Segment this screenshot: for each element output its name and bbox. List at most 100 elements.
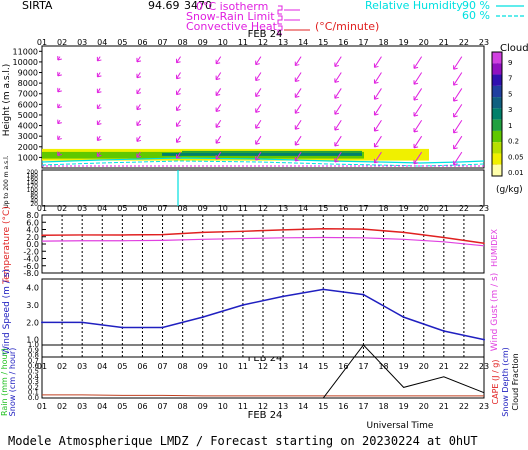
wind-arrow-head bbox=[413, 128, 419, 133]
wind-arrow bbox=[215, 88, 222, 96]
wind-speed-point bbox=[161, 326, 164, 329]
hour-label: 16 bbox=[338, 362, 348, 371]
hour-label: 15 bbox=[318, 204, 328, 213]
hour-label: 11 bbox=[238, 362, 248, 371]
wind-arrow-head bbox=[373, 79, 379, 84]
wind-arrow bbox=[176, 119, 181, 127]
height-tick-label: 4000 bbox=[18, 122, 38, 131]
clouds-bar-label: 3 bbox=[508, 106, 512, 114]
wind-arrow-head bbox=[215, 155, 221, 160]
wind-arrow-head bbox=[334, 157, 339, 163]
wind-arrow bbox=[136, 119, 141, 126]
wind-arrow-head bbox=[215, 107, 221, 112]
wind-arrow bbox=[294, 88, 302, 98]
wind-speed-point bbox=[241, 304, 244, 306]
wind-arrow-head bbox=[57, 135, 62, 141]
wind-arrow bbox=[453, 88, 463, 102]
wind-arrow bbox=[215, 72, 222, 80]
temperature-point bbox=[402, 231, 405, 234]
hour-label: 22 bbox=[459, 402, 469, 411]
wind-arrow bbox=[136, 72, 141, 79]
wind-arrow-head bbox=[255, 92, 260, 97]
cloud-fraction-line bbox=[42, 344, 485, 399]
legend-rh: Relative Humidity bbox=[365, 0, 463, 12]
ut-label: Universal Time bbox=[367, 421, 434, 431]
hour-label: 22 bbox=[459, 204, 469, 213]
clouds-swatch bbox=[492, 153, 502, 165]
wind-tick-label: 4.0 bbox=[26, 284, 39, 293]
hour-label: 14 bbox=[298, 402, 308, 411]
low-level-frame bbox=[41, 169, 485, 207]
wind-arrow-head bbox=[334, 126, 339, 131]
temperature-point bbox=[322, 227, 325, 230]
wind-speed-point bbox=[483, 338, 485, 341]
wind-arrow bbox=[374, 72, 382, 84]
hour-label: 10 bbox=[218, 38, 228, 47]
hour-label: 08 bbox=[178, 204, 188, 213]
hour-label: 12 bbox=[258, 204, 268, 213]
wind-arrow bbox=[453, 135, 463, 150]
wind-arrow bbox=[374, 56, 382, 68]
height-tick-label: 3000 bbox=[18, 132, 38, 141]
wind-arrow bbox=[413, 104, 423, 117]
wind-arrow bbox=[374, 104, 382, 116]
hour-label: 03 bbox=[77, 362, 87, 371]
hour-label: 15 bbox=[318, 38, 328, 47]
hour-label: 07 bbox=[157, 402, 167, 411]
wind-arrow bbox=[374, 88, 382, 100]
wind-arrow-head bbox=[453, 128, 458, 134]
wind-arrow bbox=[453, 119, 463, 134]
hour-label: 13 bbox=[278, 204, 288, 213]
precip-tick-label: 0.9 bbox=[28, 346, 39, 354]
temperature-line bbox=[41, 228, 485, 245]
wind-arrow-head bbox=[136, 57, 142, 63]
hour-label: 05 bbox=[117, 204, 127, 213]
hour-label: 21 bbox=[439, 402, 449, 411]
wind-arrow-head bbox=[255, 108, 260, 113]
wind-arrow-head bbox=[255, 76, 260, 82]
wind-arrow-head bbox=[176, 154, 181, 159]
wind-arrow-head bbox=[453, 113, 458, 118]
wind-arrow-head bbox=[96, 88, 102, 94]
hour-label: 20 bbox=[419, 204, 429, 213]
wind-arrow-head bbox=[57, 103, 62, 109]
hour-label: 06 bbox=[137, 362, 147, 371]
temp-tick-label: -8.0 bbox=[23, 269, 39, 278]
hour-label: 12 bbox=[258, 402, 268, 411]
hour-label: 05 bbox=[117, 38, 127, 47]
hour-label: 05 bbox=[117, 402, 127, 411]
hour-label: 09 bbox=[198, 402, 208, 411]
clouds-bar-label: 1 bbox=[508, 122, 512, 130]
wind-arrow-head bbox=[136, 105, 142, 111]
wind-arrow bbox=[334, 119, 342, 131]
wind-arrow-head bbox=[373, 158, 379, 164]
wind-arrow bbox=[176, 104, 181, 111]
cloud-band-dark bbox=[162, 152, 362, 156]
clouds-bar-label: 7 bbox=[508, 75, 512, 83]
hour-label: 19 bbox=[399, 204, 409, 213]
wind-arrow bbox=[255, 135, 262, 145]
clouds-swatch bbox=[492, 74, 502, 86]
wind-arrow-head bbox=[96, 72, 102, 78]
wind-arrow bbox=[334, 72, 342, 83]
temperature-point bbox=[201, 231, 204, 234]
wind-arrow-head bbox=[136, 153, 142, 158]
wind-arrow-head bbox=[334, 110, 339, 115]
wind-speed-point bbox=[402, 316, 405, 319]
wind-arrow-head bbox=[373, 111, 379, 116]
wind-arrow bbox=[453, 151, 463, 166]
wind-arrow bbox=[413, 56, 423, 69]
wind-arrow-head bbox=[96, 152, 102, 157]
wind-arrow bbox=[294, 135, 302, 146]
wind-arrow-head bbox=[57, 119, 62, 125]
clouds-bar-label: 5 bbox=[508, 90, 512, 98]
clouds-swatch bbox=[492, 108, 502, 120]
wind-arrow bbox=[136, 104, 141, 110]
footer-caption: Modele Atmospherique LMDZ / Forecast sta… bbox=[8, 434, 478, 448]
hour-label: 16 bbox=[338, 38, 348, 47]
wind-arrow-head bbox=[294, 141, 300, 146]
humidex-line bbox=[41, 236, 485, 247]
temperature-point bbox=[81, 234, 83, 236]
hour-label: 04 bbox=[97, 204, 107, 213]
